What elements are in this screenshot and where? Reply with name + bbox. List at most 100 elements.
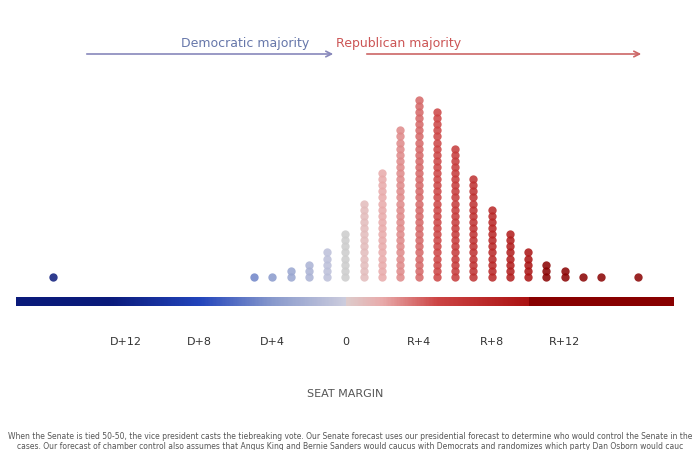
Bar (574, 297, 575, 306)
Bar (511, 297, 512, 306)
Bar (413, 297, 414, 306)
Bar (176, 297, 177, 306)
Bar (274, 297, 275, 306)
Bar (90, 297, 92, 306)
Bar (620, 297, 622, 306)
Bar (118, 297, 119, 306)
Bar (344, 297, 345, 306)
Bar (636, 297, 638, 306)
Bar (138, 297, 139, 306)
Bar (77, 297, 78, 306)
Bar (469, 297, 470, 306)
Bar (452, 297, 453, 306)
Bar (178, 297, 180, 306)
Bar (210, 297, 211, 306)
Bar (66, 297, 68, 306)
Bar (595, 297, 596, 306)
Bar (347, 297, 349, 306)
Bar (671, 297, 672, 306)
Bar (80, 297, 81, 306)
Bar (318, 297, 320, 306)
Bar (116, 297, 117, 306)
Bar (346, 297, 347, 306)
Bar (214, 297, 216, 306)
Bar (225, 297, 226, 306)
Text: Democratic majority: Democratic majority (181, 36, 309, 50)
Bar (333, 297, 334, 306)
Bar (305, 297, 307, 306)
Bar (125, 297, 126, 306)
Bar (131, 297, 132, 306)
Bar (458, 297, 459, 306)
Bar (325, 297, 326, 306)
Bar (20, 297, 22, 306)
Bar (78, 297, 80, 306)
Bar (19, 297, 20, 306)
Bar (392, 297, 393, 306)
Bar (186, 297, 187, 306)
Bar (433, 297, 435, 306)
Bar (287, 297, 288, 306)
Bar (223, 297, 225, 306)
Bar (459, 297, 461, 306)
Bar (280, 297, 281, 306)
Bar (414, 297, 416, 306)
Bar (643, 297, 644, 306)
Bar (144, 297, 146, 306)
Bar (289, 297, 290, 306)
Bar (486, 297, 487, 306)
Bar (404, 297, 405, 306)
Bar (69, 297, 71, 306)
Bar (141, 297, 143, 306)
Bar (237, 297, 238, 306)
Bar (18, 297, 19, 306)
Bar (88, 297, 89, 306)
Bar (654, 297, 656, 306)
Bar (372, 297, 374, 306)
Bar (504, 297, 505, 306)
Bar (407, 297, 408, 306)
Bar (62, 297, 64, 306)
Bar (222, 297, 223, 306)
Bar (181, 297, 183, 306)
Bar (370, 297, 371, 306)
Bar (379, 297, 380, 306)
Bar (208, 297, 209, 306)
Bar (156, 297, 158, 306)
Bar (660, 297, 661, 306)
Bar (616, 297, 617, 306)
Bar (316, 297, 317, 306)
Bar (556, 297, 557, 306)
Bar (232, 297, 234, 306)
Bar (29, 297, 31, 306)
Bar (547, 297, 548, 306)
Bar (550, 297, 552, 306)
Bar (106, 297, 108, 306)
Bar (468, 297, 469, 306)
Bar (217, 297, 218, 306)
Bar (482, 297, 483, 306)
Bar (653, 297, 654, 306)
Bar (412, 297, 413, 306)
Bar (241, 297, 242, 306)
Bar (640, 297, 641, 306)
Bar (313, 297, 314, 306)
Bar (586, 297, 587, 306)
Bar (317, 297, 318, 306)
Bar (290, 297, 292, 306)
Bar (86, 297, 88, 306)
Bar (104, 297, 105, 306)
Bar (59, 297, 60, 306)
Bar (114, 297, 116, 306)
Bar (205, 297, 206, 306)
Bar (295, 297, 296, 306)
Bar (146, 297, 147, 306)
Bar (398, 297, 399, 306)
Bar (183, 297, 184, 306)
Bar (308, 297, 309, 306)
Bar (74, 297, 76, 306)
Bar (622, 297, 623, 306)
Bar (650, 297, 652, 306)
Bar (110, 297, 111, 306)
Bar (608, 297, 610, 306)
